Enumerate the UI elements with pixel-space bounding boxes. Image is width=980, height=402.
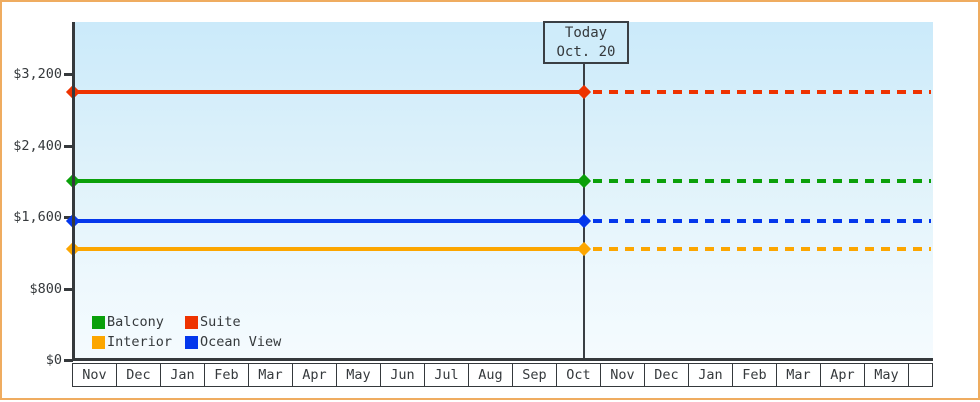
series-line-solid-balcony	[74, 179, 584, 184]
y-axis-tick-label: $2,400	[13, 138, 62, 154]
series-line-solid-ocean-view	[74, 219, 584, 224]
legend-item-balcony: Balcony	[92, 312, 185, 332]
series-marker-interior-today	[576, 242, 592, 257]
month-cell: Dec	[117, 364, 161, 386]
series-line-solid-interior	[74, 247, 584, 252]
month-cell: Jul	[425, 364, 469, 386]
x-axis-line	[72, 358, 933, 361]
x-axis-month-row: Nov Dec Jan Feb Mar Apr May Jun Jul Aug Sep Oct Nov D…	[72, 363, 933, 387]
legend: Balcony Suite Interior Ocean View	[92, 312, 281, 352]
legend-item-interior: Interior	[92, 332, 185, 352]
series-marker-suite-today	[576, 84, 592, 99]
series-marker-balcony-today	[576, 174, 592, 189]
legend-swatch	[185, 315, 198, 329]
legend-label: Ocean View	[200, 334, 282, 350]
month-cell: Nov	[73, 364, 117, 386]
month-cell: Apr	[293, 364, 337, 386]
series-line-projected-ocean-view	[593, 219, 931, 224]
month-cell: Feb	[205, 364, 249, 386]
y-axis-line	[72, 22, 75, 361]
month-cell: Dec	[645, 364, 689, 386]
legend-label: Interior	[107, 334, 173, 350]
legend-label: Suite	[200, 314, 241, 330]
y-axis-tick	[64, 359, 73, 362]
y-axis-tick-label: $3,200	[13, 66, 62, 82]
month-cell: Feb	[733, 364, 777, 386]
series-line-projected-balcony	[593, 179, 931, 184]
legend-swatch	[92, 335, 105, 349]
legend-item-suite: Suite	[185, 312, 281, 332]
y-axis-tick-label: $1,600	[13, 209, 62, 225]
legend-swatch	[185, 335, 198, 349]
today-label-line2: Oct. 20	[556, 43, 616, 60]
today-line	[583, 64, 585, 358]
series-line-projected-suite	[593, 89, 931, 94]
series-line-solid-suite	[74, 89, 584, 94]
month-cell: Apr	[821, 364, 865, 386]
legend-swatch	[92, 315, 105, 329]
y-axis-tick	[64, 73, 73, 76]
month-cell: Nov	[601, 364, 645, 386]
month-cell-empty	[909, 364, 932, 386]
plot-area	[74, 22, 933, 360]
y-axis-tick	[64, 288, 73, 291]
month-cell: Sep	[513, 364, 557, 386]
y-axis-tick-label: $0	[45, 352, 62, 368]
month-cell: Oct	[557, 364, 601, 386]
y-axis-tick-label: $800	[29, 281, 62, 297]
month-cell: Mar	[777, 364, 821, 386]
today-label-line1: Today	[564, 24, 608, 41]
month-cell: May	[865, 364, 909, 386]
month-cell: Mar	[249, 364, 293, 386]
month-cell: Aug	[469, 364, 513, 386]
month-cell: Jun	[381, 364, 425, 386]
today-label-box: Today Oct. 20	[543, 21, 629, 64]
month-cell: Jan	[689, 364, 733, 386]
series-marker-ocean-view-today	[576, 214, 592, 229]
legend-item-ocean-view: Ocean View	[185, 332, 281, 352]
month-cell: May	[337, 364, 381, 386]
series-line-projected-interior	[593, 247, 931, 252]
legend-label: Balcony	[107, 314, 164, 330]
y-axis-tick	[64, 145, 73, 148]
month-cell: Jan	[161, 364, 205, 386]
